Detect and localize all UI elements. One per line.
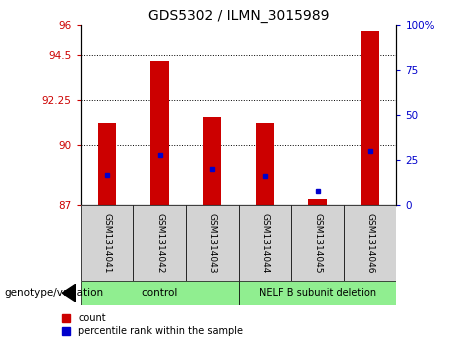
Bar [133,205,186,281]
Text: NELF B subunit deletion: NELF B subunit deletion [259,288,376,298]
Title: GDS5302 / ILMN_3015989: GDS5302 / ILMN_3015989 [148,9,329,23]
Bar [239,281,396,305]
Text: genotype/variation: genotype/variation [5,288,104,298]
Text: GSM1314042: GSM1314042 [155,213,164,273]
Bar [186,205,239,281]
Bar [203,117,221,205]
Text: GSM1314045: GSM1314045 [313,213,322,273]
Legend: count, percentile rank within the sample: count, percentile rank within the sample [63,313,243,337]
Text: GSM1314043: GSM1314043 [208,213,217,273]
Bar [256,123,274,205]
Bar [239,205,291,281]
Text: GSM1314046: GSM1314046 [366,213,375,273]
Bar [81,205,133,281]
Polygon shape [62,284,76,302]
Bar [344,205,396,281]
Bar [291,205,344,281]
Bar [308,199,327,205]
Text: GSM1314041: GSM1314041 [102,213,112,273]
Bar [361,31,379,205]
Bar [81,281,239,305]
Text: control: control [142,288,178,298]
Bar [150,61,169,205]
Bar [98,123,116,205]
Text: GSM1314044: GSM1314044 [260,213,269,273]
